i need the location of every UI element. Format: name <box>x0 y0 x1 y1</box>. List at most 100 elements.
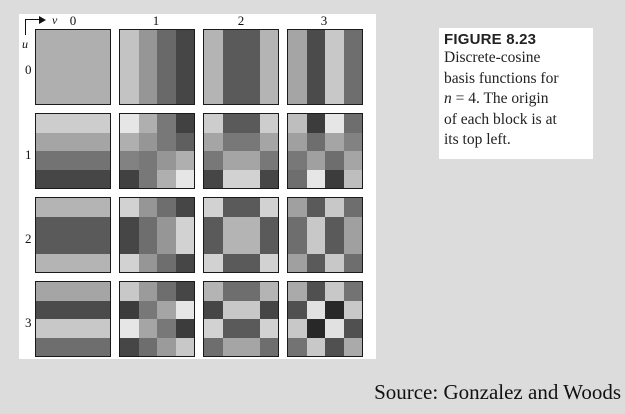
block-cell <box>259 198 278 217</box>
block-cell <box>120 337 139 356</box>
basis-block-u3-v1 <box>119 281 195 357</box>
block-cell <box>204 48 223 67</box>
block-cell <box>288 300 307 319</box>
block-cell <box>306 337 325 356</box>
block-cell <box>36 132 55 151</box>
block-cell <box>157 198 176 217</box>
block-cell <box>36 337 55 356</box>
block-cell <box>343 114 362 133</box>
block-cell <box>175 253 194 272</box>
block-cell <box>36 198 55 217</box>
block-cell <box>120 169 139 188</box>
block-cell <box>73 282 92 301</box>
block-cell <box>157 169 176 188</box>
block-cell <box>36 151 55 170</box>
block-cell <box>325 198 344 217</box>
block-cell <box>157 235 176 254</box>
block-cell <box>91 337 110 356</box>
block-cell <box>204 282 223 301</box>
block-cell <box>325 253 344 272</box>
block-cell <box>222 48 241 67</box>
basis-block-u2-v0 <box>35 197 111 273</box>
block-cell <box>91 235 110 254</box>
block-cell <box>175 151 194 170</box>
block-cell <box>288 48 307 67</box>
block-cell <box>259 48 278 67</box>
block-cell <box>325 151 344 170</box>
block-cell <box>120 253 139 272</box>
block-cell <box>241 132 260 151</box>
v-axis-arrowhead <box>39 16 46 24</box>
block-cell <box>241 151 260 170</box>
block-cell <box>259 67 278 86</box>
block-cell <box>36 282 55 301</box>
basis-block-u3-v0 <box>35 281 111 357</box>
block-cell <box>259 132 278 151</box>
block-cell <box>54 30 73 49</box>
v-axis-arrow <box>25 19 41 20</box>
block-cell <box>157 337 176 356</box>
basis-block-u3-v3 <box>287 281 363 357</box>
block-cell <box>222 114 241 133</box>
column-label-1: 1 <box>152 13 160 28</box>
block-cell <box>54 282 73 301</box>
block-cell <box>91 198 110 217</box>
caption-text: Discrete-cosine basis functions for n = … <box>444 48 592 151</box>
block-cell <box>288 235 307 254</box>
block-cell <box>325 319 344 338</box>
block-cell <box>73 198 92 217</box>
block-cell <box>222 253 241 272</box>
block-cell <box>325 216 344 235</box>
basis-block-u0-v1 <box>119 29 195 105</box>
block-cell <box>222 282 241 301</box>
block-cell <box>73 151 92 170</box>
basis-block-u2-v1 <box>119 197 195 273</box>
block-cell <box>91 85 110 104</box>
block-cell <box>138 300 157 319</box>
block-cell <box>306 132 325 151</box>
block-cell <box>120 132 139 151</box>
block-cell <box>73 216 92 235</box>
block-cell <box>91 151 110 170</box>
block-cell <box>73 30 92 49</box>
block-cell <box>259 282 278 301</box>
block-cell <box>306 216 325 235</box>
block-cell <box>54 198 73 217</box>
block-cell <box>73 48 92 67</box>
block-cell <box>241 235 260 254</box>
block-cell <box>241 169 260 188</box>
block-cell <box>241 337 260 356</box>
caption-line-4: of each block is at <box>444 110 557 128</box>
block-cell <box>175 198 194 217</box>
block-cell <box>306 151 325 170</box>
block-cell <box>138 30 157 49</box>
block-cell <box>91 319 110 338</box>
block-cell <box>157 216 176 235</box>
block-cell <box>241 300 260 319</box>
block-cell <box>138 216 157 235</box>
block-cell <box>175 282 194 301</box>
basis-block-u0-v2 <box>203 29 279 105</box>
block-cell <box>259 235 278 254</box>
block-cell <box>54 151 73 170</box>
block-cell <box>138 169 157 188</box>
basis-block-u3-v2 <box>203 281 279 357</box>
block-cell <box>91 114 110 133</box>
block-cell <box>241 114 260 133</box>
block-cell <box>138 114 157 133</box>
block-cell <box>306 67 325 86</box>
block-cell <box>175 48 194 67</box>
block-cell <box>120 48 139 67</box>
block-cell <box>204 169 223 188</box>
block-cell <box>288 253 307 272</box>
block-cell <box>73 235 92 254</box>
basis-block-u0-v0 <box>35 29 111 105</box>
block-cell <box>36 30 55 49</box>
block-cell <box>138 198 157 217</box>
block-cell <box>36 85 55 104</box>
block-cell <box>288 282 307 301</box>
caption-line-1: Discrete-cosine <box>444 49 541 66</box>
block-cell <box>306 253 325 272</box>
block-cell <box>157 319 176 338</box>
u-axis-line <box>25 19 26 35</box>
